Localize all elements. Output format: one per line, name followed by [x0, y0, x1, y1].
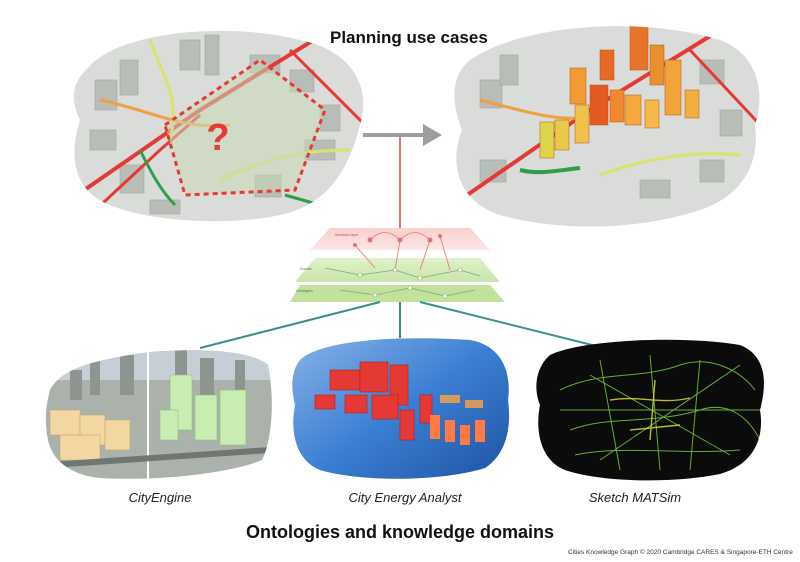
title-rest: use cases: [401, 28, 488, 47]
layer-bottom-label: Ontologies: [296, 289, 313, 293]
caption-city-energy-analyst: City Energy Analyst: [348, 490, 462, 505]
layer-top-label: Semantic layer: [335, 233, 359, 237]
transition-arrow: [363, 124, 442, 228]
caption-sketch-matsim: Sketch MATSim: [588, 490, 682, 505]
knowledge-graph-layers: Semantic layer Domain Ontologies: [290, 228, 505, 302]
domain-connectors: [199, 301, 621, 353]
caption-cityengine: CityEngine: [128, 490, 192, 505]
page-title: Planning use cases: [330, 28, 488, 48]
planning-map-before: [73, 30, 364, 222]
title-bold: Planning: [330, 28, 402, 47]
city-energy-analyst-image: [292, 338, 510, 479]
cityengine-image: [45, 350, 272, 479]
section-title: Ontologies and knowledge domains: [245, 522, 555, 542]
planning-map-after: [454, 26, 760, 227]
layer-mid-label: Domain: [300, 267, 312, 271]
credit-text: Cities Knowledge Graph © 2020 Cambridge …: [568, 549, 793, 556]
matsim-image: [536, 339, 764, 481]
question-mark: ?: [206, 117, 229, 159]
